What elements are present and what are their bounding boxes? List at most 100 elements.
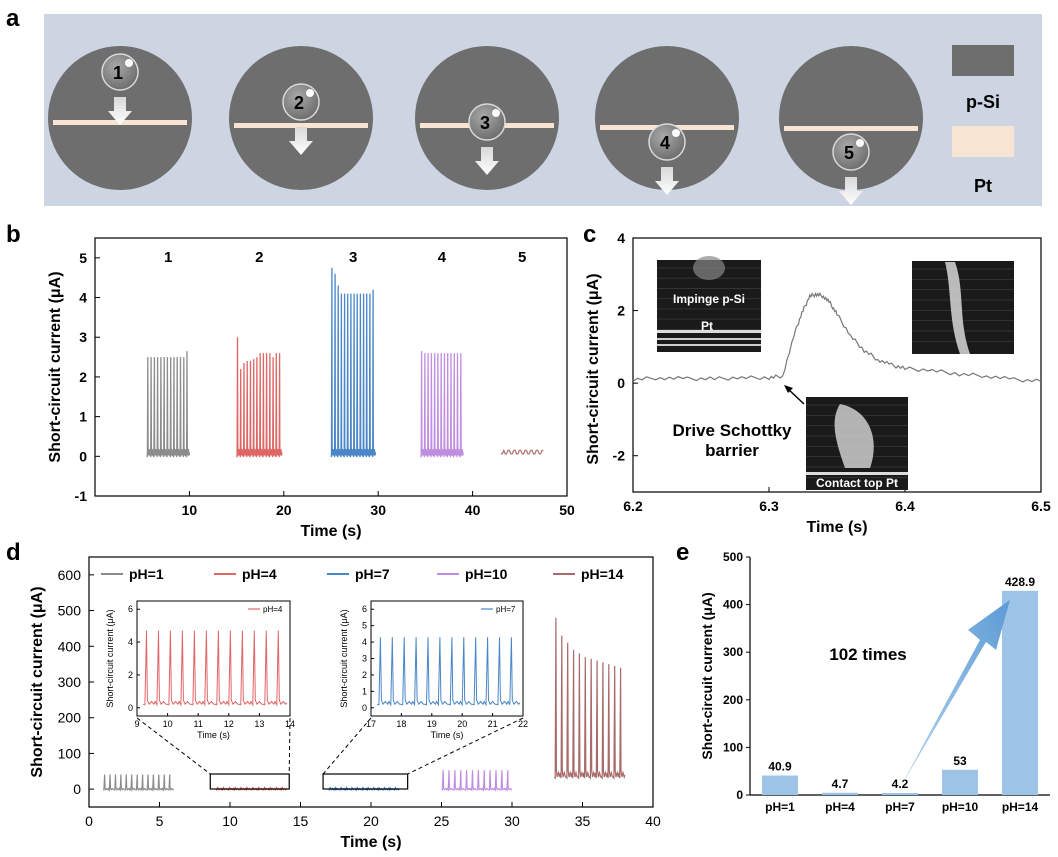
down-arrow-icon <box>655 167 679 195</box>
y-tick-label: 400 <box>58 638 82 654</box>
inset-series-line <box>376 637 521 707</box>
inset-x-tick-label: 13 <box>254 719 264 729</box>
legend-label: pH=10 <box>465 566 508 582</box>
p-si-wafer <box>779 46 923 190</box>
series-line-1 <box>146 351 191 458</box>
position-label: 2 <box>294 93 304 113</box>
down-arrow-icon <box>289 127 313 155</box>
p-si-swatch <box>952 45 1014 76</box>
zoom-connector <box>136 717 211 775</box>
inset-x-tick-label: 21 <box>488 719 498 729</box>
pt-swatch <box>952 126 1014 157</box>
inset-pH=4: 9 10 11 12 13 14 0 2 4 6 Time (s) Short-circuit cur… <box>101 593 302 775</box>
series-line-pH=14 <box>553 617 626 780</box>
y-tick-label: 0 <box>617 375 625 391</box>
bar-pH=14 <box>1002 590 1038 795</box>
x-tick-label: 35 <box>575 813 591 829</box>
position-label: 1 <box>113 63 123 83</box>
inset-y-tick-label: 2 <box>128 670 133 680</box>
droplet-highlight <box>672 129 680 137</box>
annotation-drive-line2: barrier <box>705 441 759 460</box>
y-tick-label: 5 <box>79 250 87 266</box>
wafer-5: 5 <box>779 46 923 205</box>
x-tick-label: 50 <box>559 502 575 518</box>
x-axis-label: Time (s) <box>300 523 361 540</box>
inset-y-tick-label: 1 <box>362 686 367 696</box>
series-line-pH=10 <box>441 770 513 792</box>
series-line-pH=4 <box>215 786 287 792</box>
inset-impinge: Impinge p-Si Pt <box>657 256 761 352</box>
down-arrow-icon <box>475 147 499 175</box>
x-tick-label: 30 <box>504 813 520 829</box>
inset-contact: Contact top Pt <box>806 397 908 490</box>
x-tick-label: 40 <box>645 813 661 829</box>
y-axis-label: Short-circuit current (μA) <box>585 273 602 464</box>
zoom-box-ph7 <box>322 773 409 790</box>
wafer-4: 4 <box>595 46 739 195</box>
x-tick-label: 6.5 <box>1031 498 1051 514</box>
inset-y-axis-label: Short-circuit current (μA) <box>339 609 349 707</box>
series-line-5 <box>500 448 544 455</box>
inset-y-tick-label: 2 <box>362 670 367 680</box>
y-tick-label: 300 <box>58 674 82 690</box>
panel-d: d 0 5 10 15 20 25 30 35 400100200300400500600Tim… <box>6 539 661 851</box>
inset-background <box>101 593 302 738</box>
position-label: 5 <box>844 143 854 163</box>
zoom-box-ph4 <box>209 773 290 790</box>
x-tick-label: 10 <box>182 502 198 518</box>
wafer-2: 2 <box>229 46 373 190</box>
wafer-1: 1 <box>48 46 192 190</box>
panel-letter-a: a <box>6 5 20 32</box>
pt-electrode-line <box>784 126 918 131</box>
y-tick-label: 4 <box>79 290 87 306</box>
droplet-highlight <box>306 89 314 97</box>
panel-e: e 0 100 200 300 400 500 Short-circuit current … <box>676 539 1050 814</box>
panel-c-axes-frame <box>632 237 1042 493</box>
y-tick-label: 600 <box>58 567 82 583</box>
series-line-2 <box>235 337 283 458</box>
pt-line-image <box>657 338 761 340</box>
group-label: 1 <box>164 249 172 266</box>
pt-legend-label: Pt <box>974 176 992 196</box>
bar-pH=10 <box>942 769 978 795</box>
bar-value-label: 4.7 <box>832 777 849 791</box>
inset-legend-label: pH=7 <box>496 605 516 614</box>
zoom-connector <box>288 717 291 775</box>
group-label: 3 <box>349 249 357 266</box>
legend-label: pH=7 <box>355 566 390 582</box>
inset-y-tick-label: 6 <box>128 604 133 614</box>
inset-y-tick-label: 0 <box>362 703 367 713</box>
increase-annotation: 102 times <box>829 645 907 664</box>
inset-y-tick-label: 5 <box>362 621 367 631</box>
inset-spread <box>912 261 1014 354</box>
material-legend: p-Si Pt <box>952 45 1014 196</box>
inset-x-tick-label: 14 <box>285 719 295 729</box>
wafer-sequence: 1 2 3 4 5 <box>48 46 923 205</box>
panel-letter-d: d <box>6 539 21 566</box>
inset-x-tick-label: 20 <box>457 719 467 729</box>
y-axis-label: Short-circuit current (μA) <box>699 592 715 759</box>
y-tick-label: 500 <box>723 550 743 564</box>
droplet-image <box>693 256 725 280</box>
droplet-highlight <box>856 139 864 147</box>
y-tick-label: 2 <box>617 303 625 319</box>
y-axis-label: Short-circuit current (μA) <box>29 586 46 777</box>
inset-pH=7: 17 18 19 20 21 22 0 1 2 3 4 5 6 Time (s) Short-circuit… <box>322 593 535 775</box>
inset-x-tick-label: 22 <box>518 719 528 729</box>
bar-pH=1 <box>762 775 798 795</box>
inset-y-tick-label: 0 <box>128 703 133 713</box>
bar-value-label: 40.9 <box>768 760 792 774</box>
x-tick-label: 20 <box>363 813 379 829</box>
legend-label: pH=1 <box>129 566 164 582</box>
inset-background <box>335 593 535 738</box>
series-line-4 <box>420 351 464 458</box>
y-tick-label: 200 <box>58 710 82 726</box>
inset-x-tick-label: 17 <box>366 719 376 729</box>
y-tick-label: 100 <box>723 740 743 754</box>
inset-x-tick-label: 9 <box>134 719 139 729</box>
wafer-3: 3 <box>415 46 559 190</box>
zoom-connector <box>407 717 524 775</box>
x-tick-label: 0 <box>85 813 93 829</box>
inset-x-axis-label: Time (s) <box>431 730 464 740</box>
